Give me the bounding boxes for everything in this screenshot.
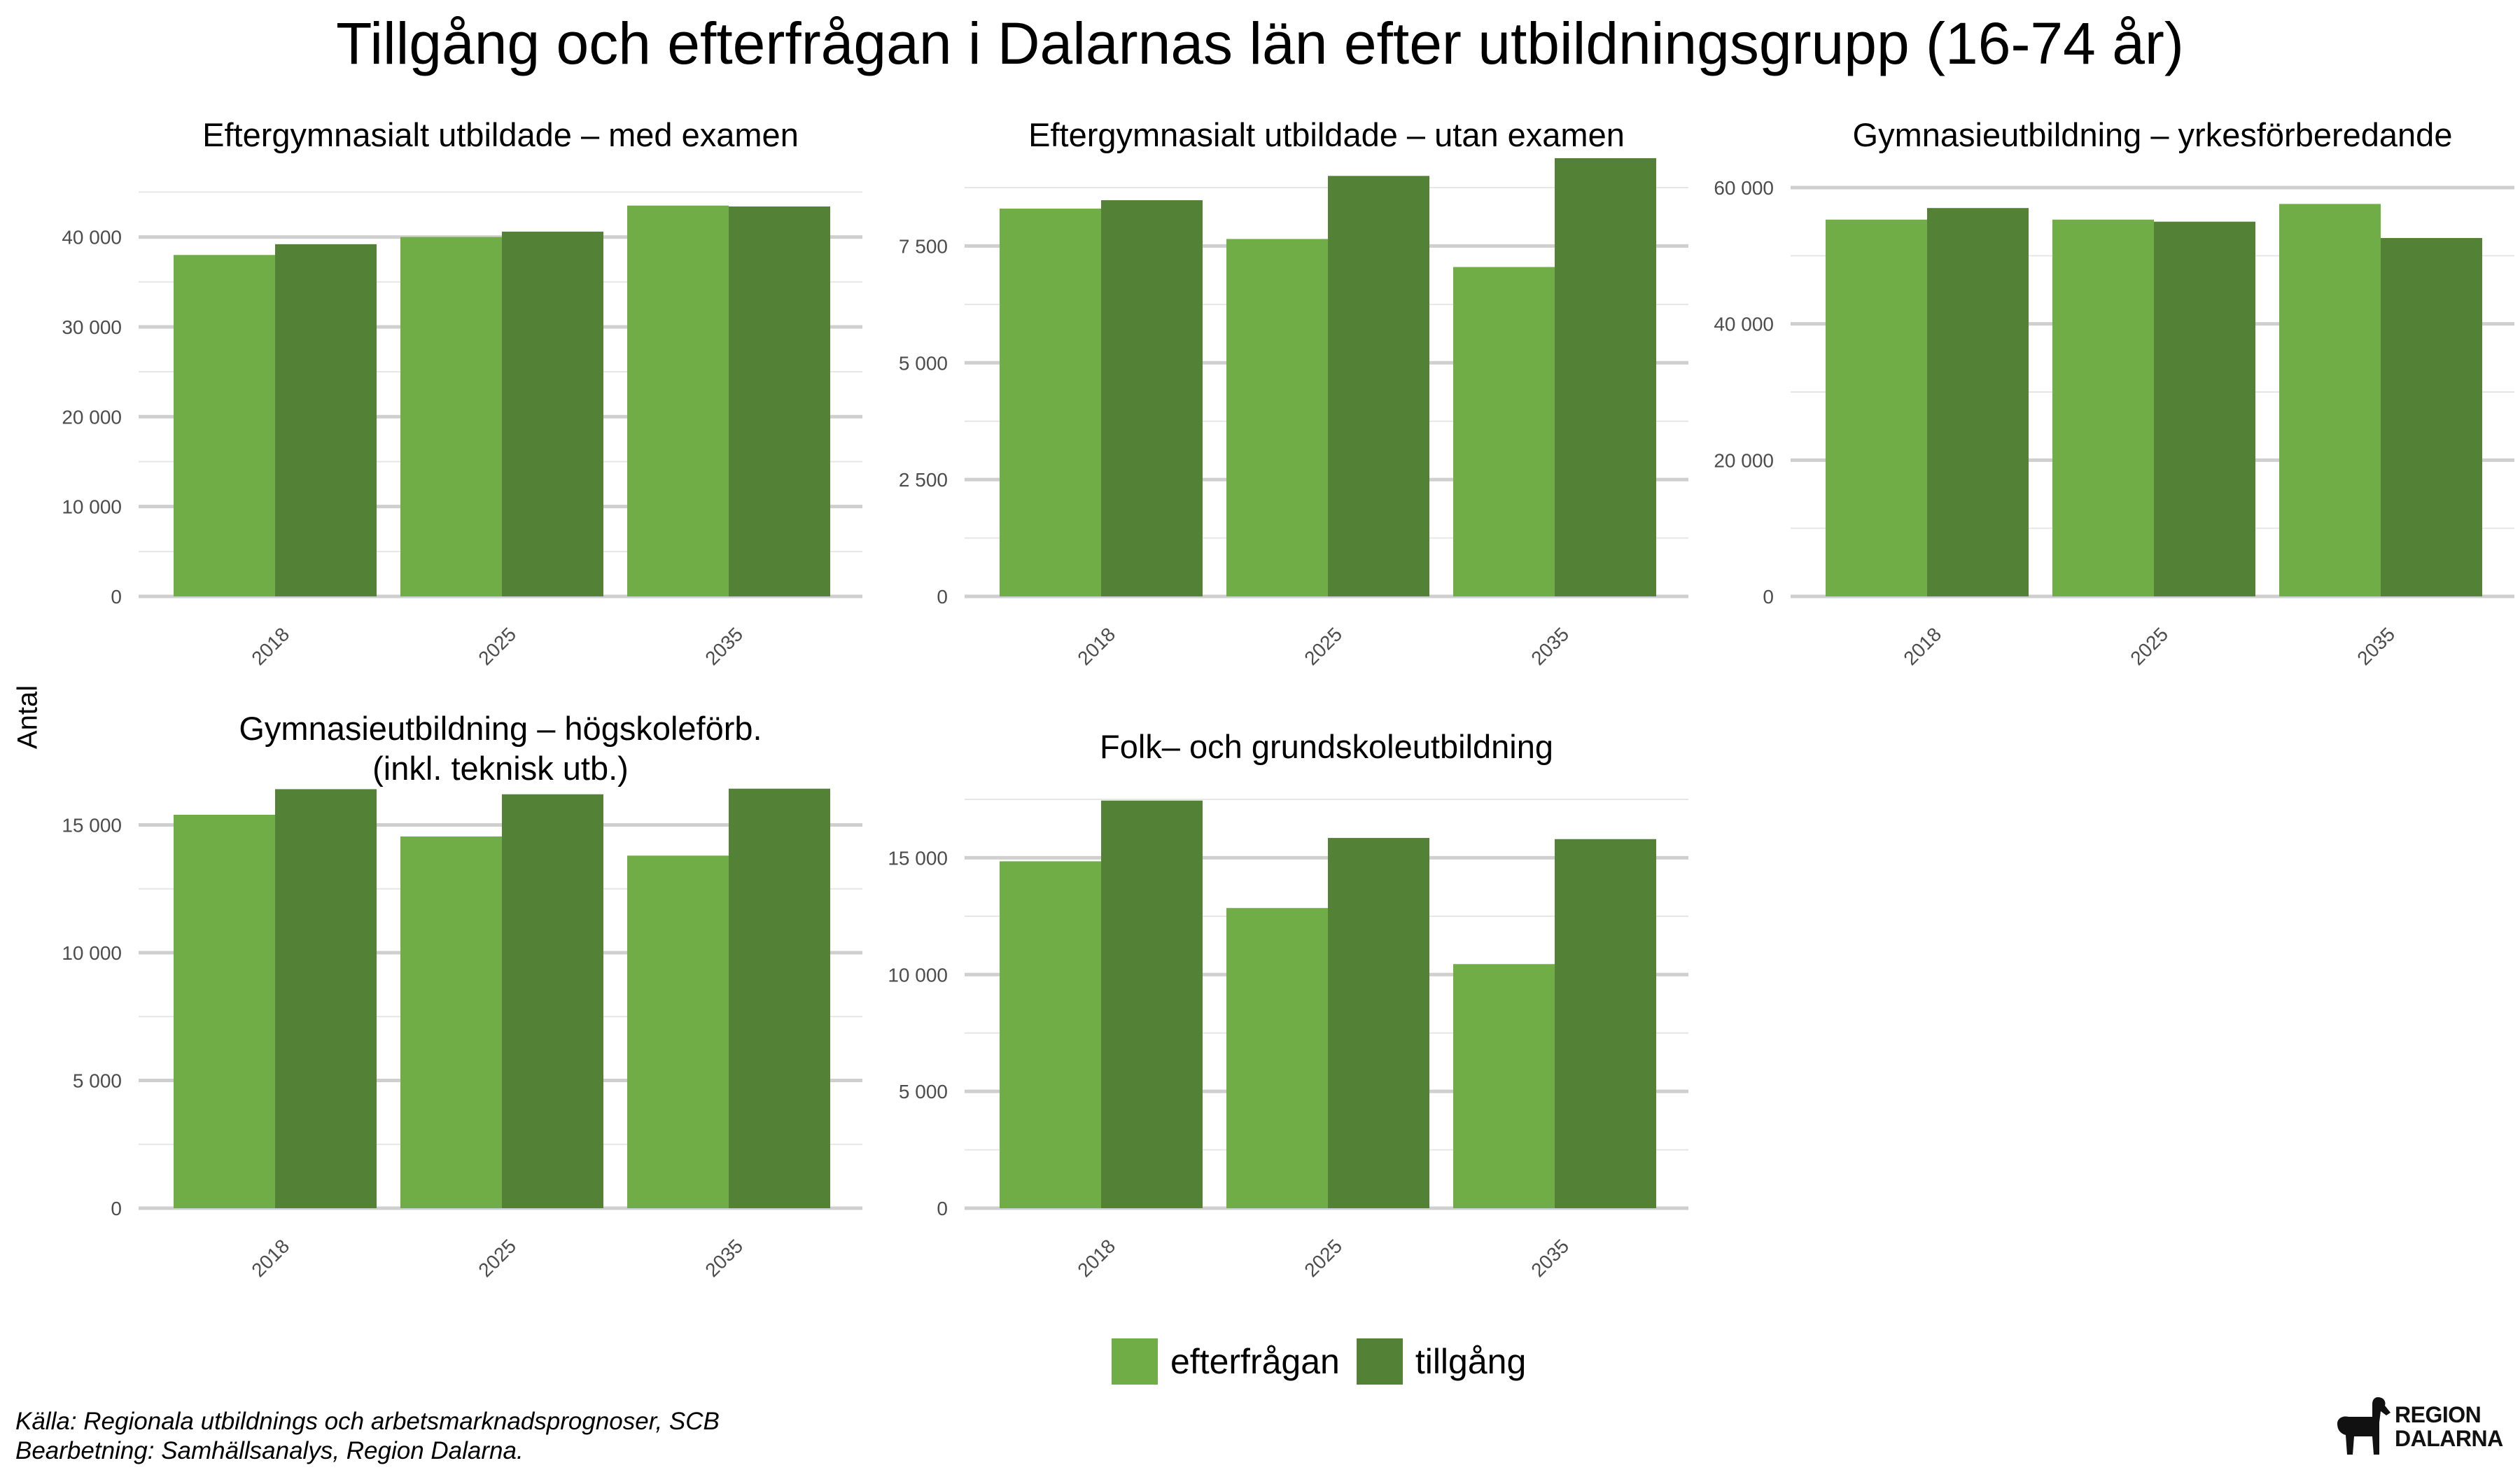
panel-title-1-text: Eftergymnasialt utbildade – med examen: [202, 116, 799, 153]
bar-efterfrågan-2035: [1453, 267, 1555, 596]
bar-tillgång-2018: [1927, 208, 2029, 596]
x-tick-label: 2025: [2126, 623, 2172, 669]
y-tick-label: 10 000: [62, 496, 122, 518]
y-tick-label: 15 000: [62, 815, 122, 836]
bar-tillgång-2025: [1328, 838, 1429, 1208]
y-tick-label: 0: [1763, 586, 1774, 608]
bar-efterfrågan-2025: [1226, 239, 1328, 596]
region-dalarna-logo: REGION DALARNA: [2334, 1394, 2510, 1459]
x-tick-label: 2025: [474, 623, 520, 669]
bar-tillgång-2018: [1101, 800, 1203, 1208]
panel-4: 0 5 000 10 000 15 000 2018 2025 2035: [62, 788, 862, 1281]
bar-efterfrågan-2035: [2279, 204, 2381, 596]
logo-line1: REGION: [2395, 1402, 2482, 1427]
y-tick-label: 2 500: [899, 469, 948, 491]
y-tick-label: 5 000: [899, 352, 948, 374]
y-tick-label: 40 000: [62, 227, 122, 248]
bar-tillgång-2018: [275, 789, 377, 1208]
bar-efterfrågan-2035: [627, 205, 729, 597]
x-tick-label: 2025: [474, 1235, 520, 1281]
bar-efterfrågan-2018: [1000, 861, 1101, 1208]
x-tick-label: 2035: [1527, 1235, 1573, 1281]
y-tick-label: 10 000: [62, 942, 122, 964]
bar-efterfrågan-2018: [174, 814, 275, 1208]
x-tick-label: 2035: [701, 1235, 747, 1281]
y-tick-label: 0: [937, 586, 948, 608]
panel-title-2-text: Eftergymnasialt utbildade – utan examen: [1028, 116, 1625, 153]
panel-title-3-text: Gymnasieutbildning – yrkesförberedande: [1852, 116, 2453, 153]
bar-efterfrågan-2035: [627, 855, 729, 1208]
bar-tillgång-2035: [1555, 839, 1656, 1208]
bar-efterfrågan-2018: [1000, 209, 1101, 596]
x-tick-label: 2035: [1527, 623, 1573, 669]
y-tick-label: 0: [111, 1198, 122, 1219]
y-tick-label: 7 500: [899, 235, 948, 257]
x-tick-label: 2025: [1300, 1235, 1346, 1281]
panel-title-4-line1: Gymnasieutbildning – högskoleförb.: [239, 710, 762, 747]
bar-efterfrågan-2025: [400, 237, 502, 597]
bar-tillgång-2018: [1101, 200, 1203, 596]
legend-swatch-tillgang: [1356, 1338, 1403, 1385]
panel-5: 0 5 000 10 000 15 000 2018 2025 2035: [888, 799, 1688, 1281]
y-tick-label: 5 000: [899, 1081, 948, 1102]
panel-3: 0 20 000 40 000 60 000 2018 2025 2035: [1714, 177, 2514, 669]
dala-horse-icon: [2337, 1397, 2390, 1455]
bar-efterfrågan-2018: [174, 255, 275, 596]
x-tick-label: 2018: [1073, 1235, 1119, 1281]
x-tick-label: 2018: [247, 623, 293, 669]
panel-1: 0 10 000 20 000 30 000 40 000 2018 2025 2035: [62, 191, 862, 669]
y-tick-label: 0: [111, 586, 122, 608]
y-tick-label: 20 000: [62, 406, 122, 428]
bar-tillgång-2025: [1328, 176, 1429, 597]
panel-title-5-text: Folk– och grundskoleutbildning: [1100, 728, 1553, 765]
panel-title-4-line2: (inkl. teknisk utb.): [372, 750, 629, 788]
caption-processing: Bearbetning: Samhällsanalys, Region Dala…: [15, 1437, 524, 1464]
bar-tillgång-2035: [729, 788, 830, 1208]
caption-source: Källa: Regionala utbildnings och arbetsm…: [15, 1408, 720, 1435]
bar-tillgång-2035: [1555, 158, 1656, 596]
bar-tillgång-2035: [729, 206, 830, 596]
y-tick-label: 0: [937, 1198, 948, 1219]
x-tick-label: 2035: [2353, 623, 2399, 669]
chart-title: Tillgång och efterfrågan i Dalarnas län …: [336, 10, 2184, 76]
caption: Källa: Regionala utbildnings och arbetsm…: [15, 1407, 720, 1466]
logo-line2: DALARNA: [2395, 1426, 2503, 1451]
panel-title-3: Gymnasieutbildning – yrkesförberedande: [1792, 115, 2513, 155]
panel-2: 0 2 500 5 000 7 500 2018 2025 2035: [899, 158, 1688, 669]
panel-title-5: Folk– och grundskoleutbildning: [966, 727, 1687, 766]
legend: efterfrågan tillgång: [1112, 1338, 1543, 1385]
y-tick-label: 10 000: [888, 964, 948, 986]
legend-label-tillgang: tillgång: [1415, 1342, 1527, 1381]
y-tick-label: 60 000: [1714, 177, 1774, 199]
y-tick-label: 5 000: [73, 1070, 122, 1092]
bar-efterfrågan-2025: [2052, 219, 2154, 596]
x-tick-label: 2018: [1899, 623, 1945, 669]
y-tick-label: 20 000: [1714, 449, 1774, 471]
bar-efterfrågan-2025: [1226, 908, 1328, 1208]
bar-tillgång-2025: [502, 231, 603, 596]
x-tick-label: 2018: [247, 1235, 293, 1281]
legend-label-efterfragan: efterfrågan: [1170, 1342, 1340, 1381]
panel-title-4: Gymnasieutbildning – högskoleförb. (inkl…: [140, 708, 861, 789]
panel-title-1: Eftergymnasialt utbildade – med examen: [140, 115, 861, 155]
bar-tillgång-2025: [2154, 221, 2255, 597]
bar-efterfrågan-2025: [400, 836, 502, 1208]
x-tick-label: 2025: [1300, 623, 1346, 669]
y-tick-label: 15 000: [888, 847, 948, 869]
bar-tillgång-2035: [2381, 238, 2482, 596]
y-tick-label: 30 000: [62, 316, 122, 338]
panel-title-2: Eftergymnasialt utbildade – utan examen: [966, 115, 1687, 155]
x-tick-label: 2035: [701, 623, 747, 669]
y-tick-label: 40 000: [1714, 314, 1774, 335]
bar-tillgång-2018: [275, 244, 377, 596]
legend-swatch-efterfragan: [1112, 1338, 1158, 1385]
bar-efterfrågan-2018: [1826, 219, 1927, 596]
bar-tillgång-2025: [502, 794, 603, 1208]
bar-efterfrågan-2035: [1453, 964, 1555, 1208]
x-tick-label: 2018: [1073, 623, 1119, 669]
